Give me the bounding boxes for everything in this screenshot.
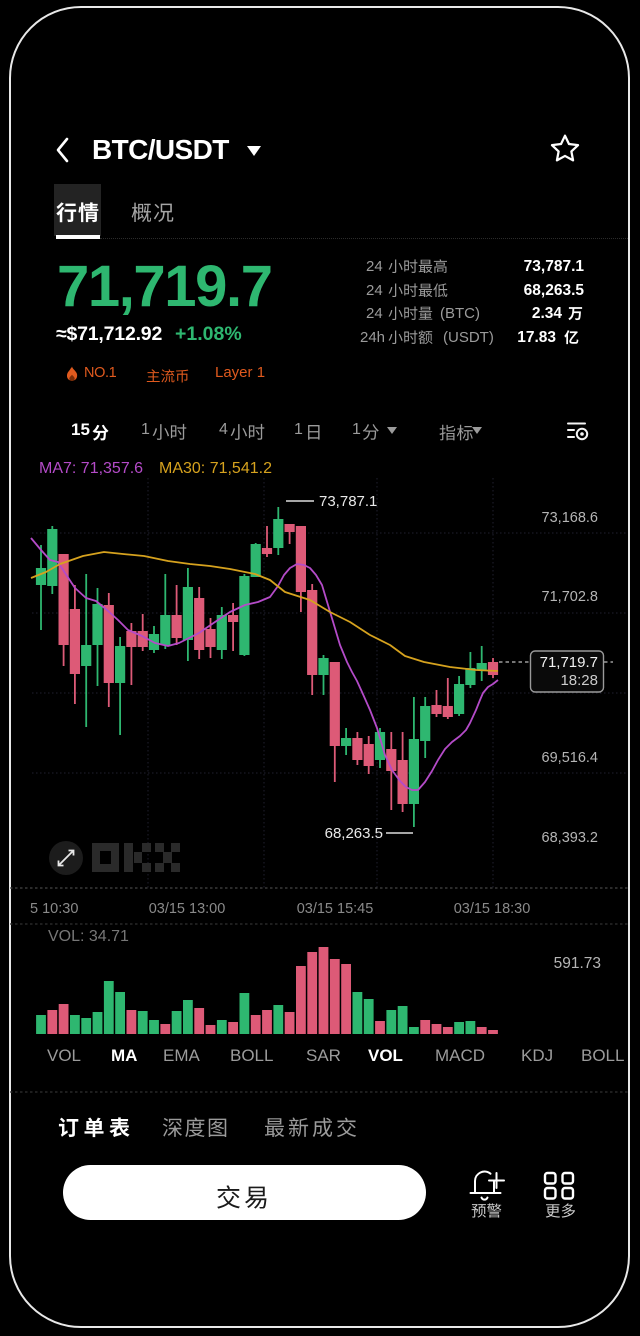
svg-text:03/15 13:00: 03/15 13:00 — [149, 901, 226, 917]
svg-text:68,263.5: 68,263.5 — [325, 825, 383, 842]
svg-text:03/15 18:30: 03/15 18:30 — [454, 901, 531, 917]
svg-text:03/15 15:45: 03/15 15:45 — [297, 901, 374, 917]
svg-text:73,168.6: 73,168.6 — [542, 510, 598, 526]
svg-text:MA7: 71,357.6: MA7: 71,357.6 — [39, 460, 143, 477]
svg-text:71,702.8: 71,702.8 — [542, 589, 598, 605]
svg-text:73,787.1: 73,787.1 — [319, 493, 377, 510]
svg-text:18:28: 18:28 — [560, 672, 598, 689]
svg-text:71,719.7: 71,719.7 — [540, 654, 598, 671]
svg-text:68,393.2: 68,393.2 — [542, 830, 598, 846]
svg-text:69,516.4: 69,516.4 — [542, 750, 598, 766]
svg-text:MA30: 71,541.2: MA30: 71,541.2 — [159, 460, 272, 477]
svg-text:5 10:30: 5 10:30 — [30, 901, 78, 917]
svg-text:591.73: 591.73 — [554, 955, 601, 972]
svg-text:VOL: 34.71: VOL: 34.71 — [48, 928, 129, 945]
